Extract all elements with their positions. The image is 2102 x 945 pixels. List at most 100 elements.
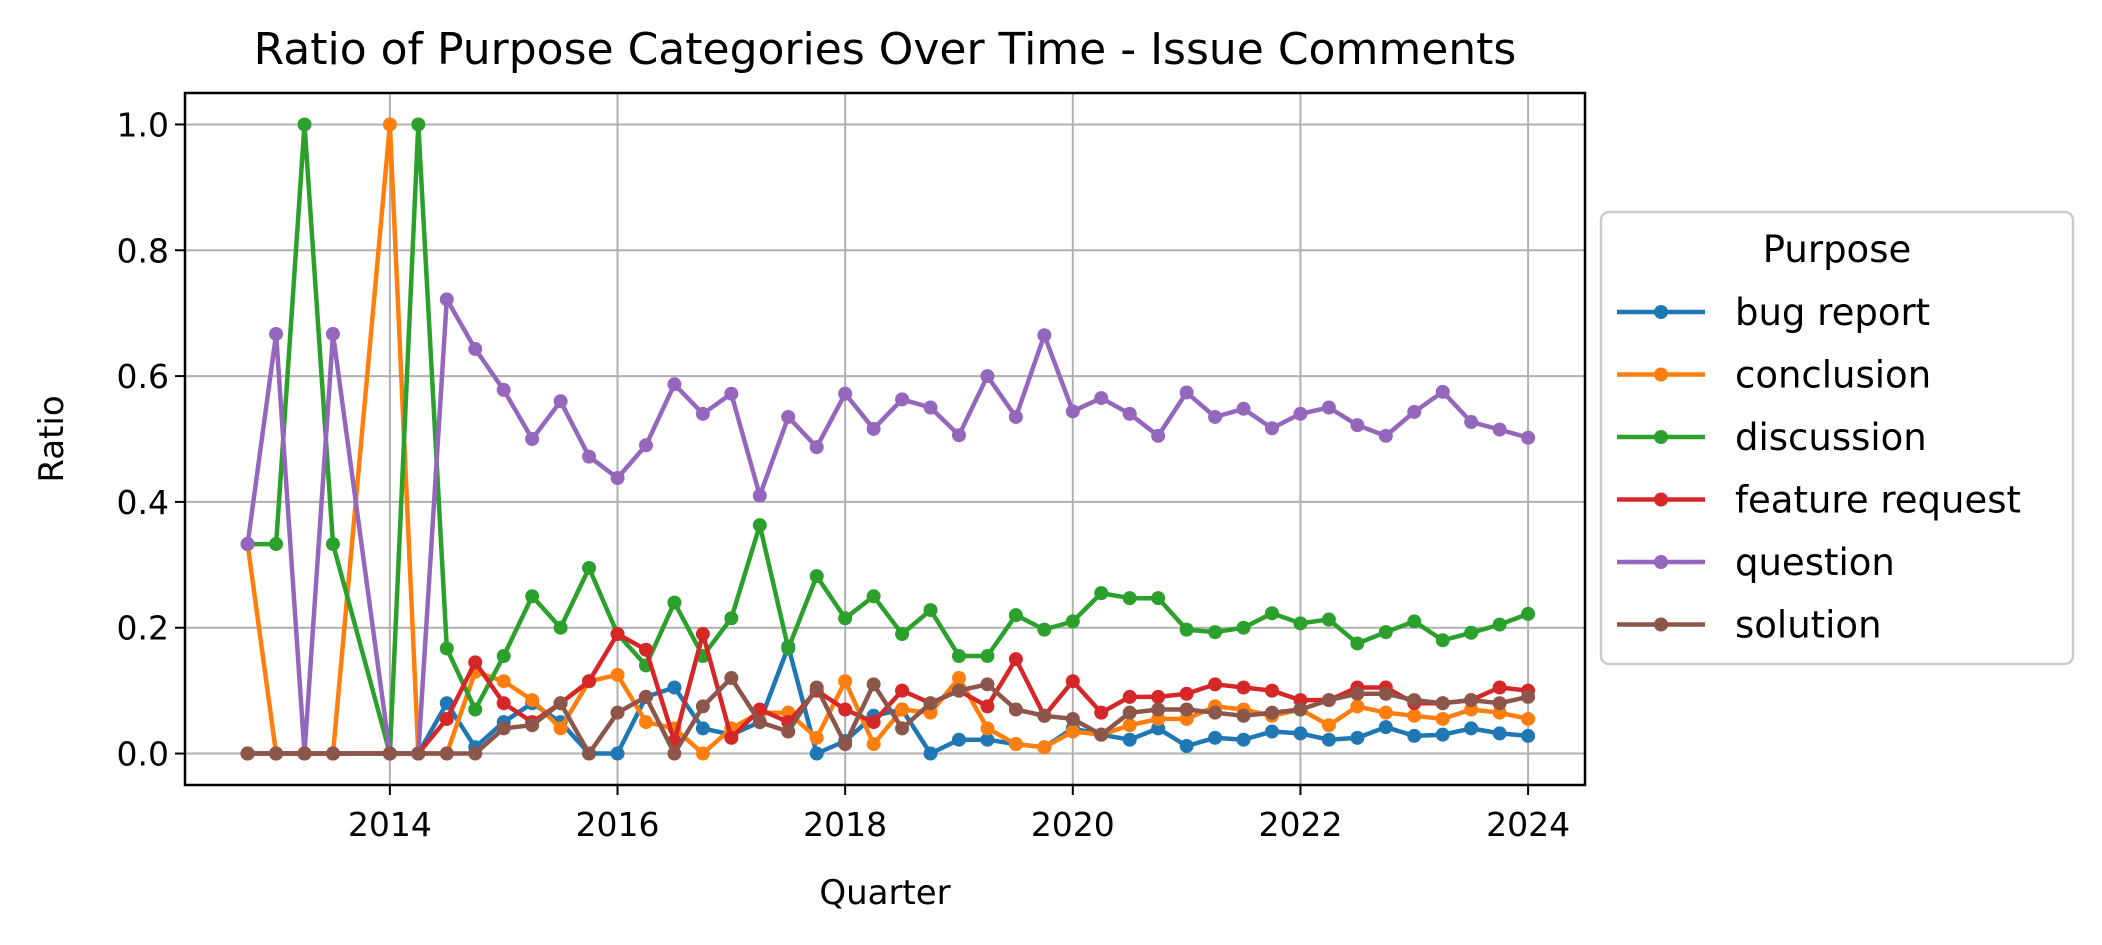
legend-item-question: question	[1617, 541, 1895, 584]
data-point	[951, 428, 966, 443]
legend-label: solution	[1735, 604, 1882, 647]
data-point	[1122, 689, 1137, 704]
data-point	[1065, 711, 1080, 726]
data-point	[582, 674, 597, 689]
data-point	[923, 746, 938, 761]
x-axis-label: Quarter	[819, 873, 950, 913]
data-point	[496, 696, 511, 711]
data-point	[325, 537, 340, 552]
data-point	[525, 432, 540, 446]
data-point	[1264, 683, 1279, 698]
legend-item-conclusion: conclusion	[1617, 354, 1931, 397]
data-point	[724, 671, 739, 686]
data-point	[667, 746, 682, 761]
data-point	[695, 627, 710, 642]
data-point	[411, 746, 426, 761]
data-point	[1008, 702, 1023, 717]
data-point	[1037, 708, 1052, 723]
data-point	[525, 693, 540, 708]
data-point	[1464, 721, 1479, 736]
data-point	[1208, 409, 1223, 424]
y-tick-label: 0.2	[117, 609, 169, 648]
legend-swatch-marker	[1654, 617, 1668, 632]
data-point	[1008, 608, 1023, 623]
data-point	[667, 377, 682, 392]
data-point	[1321, 732, 1336, 747]
data-point	[1407, 693, 1422, 708]
data-point	[553, 620, 568, 635]
legend-swatch-marker	[1654, 367, 1668, 382]
data-point	[1521, 689, 1536, 704]
x-tick-label: 2016	[576, 805, 660, 844]
legend-item-bug-report: bug report	[1617, 291, 1930, 334]
data-point	[1122, 732, 1137, 747]
legend-label: discussion	[1735, 416, 1927, 459]
legend-item-discussion: discussion	[1617, 416, 1927, 459]
legend-item-solution: solution	[1617, 604, 1882, 647]
data-point	[240, 746, 255, 761]
chart-title: Ratio of Purpose Categories Over Time - …	[254, 24, 1517, 75]
plot-area-frame	[183, 91, 1587, 787]
data-point	[468, 702, 483, 717]
data-point	[1321, 612, 1336, 627]
data-point	[1378, 686, 1393, 701]
data-point	[1094, 391, 1109, 406]
data-point	[582, 746, 597, 761]
data-point	[496, 721, 511, 736]
data-point	[980, 721, 995, 736]
data-point	[1350, 636, 1365, 651]
data-point	[1492, 617, 1507, 632]
data-point	[980, 677, 995, 692]
data-point	[582, 449, 597, 464]
x-tick-label: 2014	[348, 805, 432, 844]
series-discussion	[240, 117, 1536, 761]
data-point	[1151, 591, 1166, 606]
data-point	[1321, 400, 1336, 415]
data-point	[325, 326, 340, 341]
x-tick-label: 2018	[803, 805, 887, 844]
data-point	[781, 409, 796, 424]
data-point	[1378, 705, 1393, 720]
data-point	[610, 627, 625, 642]
data-point	[951, 683, 966, 698]
legend-items: bug report conclusion discussion feature re…	[1617, 291, 2021, 647]
data-point	[297, 117, 312, 132]
series-bug-report	[240, 639, 1536, 761]
data-point	[1236, 680, 1251, 695]
x-tick-label: 2024	[1486, 805, 1570, 844]
data-point	[895, 683, 910, 698]
data-point	[923, 696, 938, 711]
data-point	[1492, 422, 1507, 437]
data-point	[1407, 404, 1422, 419]
data-point	[439, 696, 454, 711]
data-point	[923, 400, 938, 415]
y-axis-label: Ratio	[32, 395, 72, 482]
data-point	[752, 518, 767, 533]
data-point	[1264, 606, 1279, 621]
data-point	[1179, 702, 1194, 717]
data-point	[496, 382, 511, 397]
legend-label: feature request	[1735, 479, 2021, 522]
data-point	[1435, 696, 1450, 711]
data-point	[553, 394, 568, 409]
data-point	[1435, 711, 1450, 726]
legend-swatch-marker	[1654, 555, 1668, 569]
legend-box	[1599, 210, 2075, 666]
data-point	[1122, 406, 1137, 421]
data-point	[1521, 606, 1536, 621]
data-point	[1236, 708, 1251, 723]
data-point	[809, 746, 824, 761]
data-point	[809, 730, 824, 745]
legend: Purpose bug report conclusion discussion fe…	[1599, 210, 2075, 666]
data-point	[325, 746, 340, 761]
data-point	[638, 715, 653, 730]
data-point	[752, 715, 767, 730]
data-point	[1321, 718, 1336, 733]
data-point	[724, 611, 739, 626]
data-point	[980, 649, 995, 664]
data-point	[638, 642, 653, 657]
data-point	[980, 732, 995, 747]
legend-title: Purpose	[1763, 228, 1912, 271]
data-point	[809, 569, 824, 584]
data-point	[1208, 730, 1223, 745]
